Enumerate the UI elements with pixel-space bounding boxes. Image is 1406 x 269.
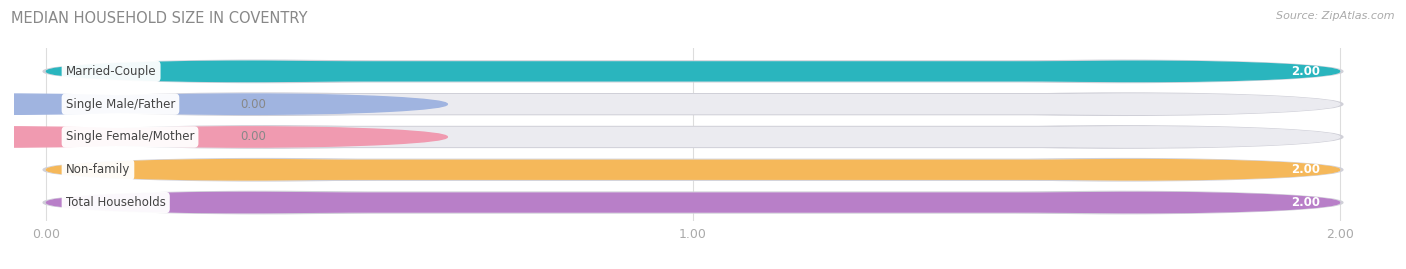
FancyBboxPatch shape	[247, 192, 1139, 213]
Text: Married-Couple: Married-Couple	[66, 65, 156, 78]
Circle shape	[903, 159, 1343, 181]
Circle shape	[46, 94, 447, 114]
FancyBboxPatch shape	[263, 93, 1123, 115]
Text: Single Male/Father: Single Male/Father	[66, 98, 176, 111]
Text: 2.00: 2.00	[1291, 196, 1320, 209]
Circle shape	[46, 127, 447, 147]
Circle shape	[939, 160, 1340, 180]
Text: Single Female/Mother: Single Female/Mother	[66, 130, 194, 143]
Circle shape	[46, 192, 447, 213]
Circle shape	[46, 192, 447, 213]
FancyBboxPatch shape	[263, 126, 1123, 148]
Text: 0.00: 0.00	[240, 98, 266, 111]
FancyBboxPatch shape	[263, 60, 1123, 83]
Text: 2.00: 2.00	[1291, 163, 1320, 176]
Circle shape	[46, 61, 447, 82]
Circle shape	[44, 192, 482, 214]
Circle shape	[939, 192, 1340, 213]
Circle shape	[0, 94, 201, 114]
FancyBboxPatch shape	[247, 61, 1139, 82]
Circle shape	[939, 94, 1340, 114]
FancyBboxPatch shape	[247, 160, 1139, 180]
Circle shape	[939, 160, 1340, 180]
Circle shape	[44, 60, 482, 83]
FancyBboxPatch shape	[247, 94, 1139, 114]
Circle shape	[46, 61, 447, 82]
Circle shape	[46, 160, 447, 180]
Text: MEDIAN HOUSEHOLD SIZE IN COVENTRY: MEDIAN HOUSEHOLD SIZE IN COVENTRY	[11, 11, 308, 26]
FancyBboxPatch shape	[263, 159, 1123, 181]
Text: Source: ZipAtlas.com: Source: ZipAtlas.com	[1277, 11, 1395, 21]
Text: 0.00: 0.00	[240, 130, 266, 143]
FancyBboxPatch shape	[247, 192, 1139, 213]
Circle shape	[46, 127, 447, 147]
FancyBboxPatch shape	[247, 61, 1139, 82]
FancyBboxPatch shape	[263, 192, 1123, 214]
Text: Total Households: Total Households	[66, 196, 166, 209]
Circle shape	[939, 192, 1340, 213]
Circle shape	[44, 126, 482, 148]
Text: Non-family: Non-family	[66, 163, 131, 176]
Circle shape	[903, 192, 1343, 214]
Circle shape	[46, 94, 447, 114]
Circle shape	[44, 159, 482, 181]
FancyBboxPatch shape	[247, 127, 1139, 147]
Circle shape	[939, 127, 1340, 147]
Circle shape	[903, 60, 1343, 83]
Circle shape	[939, 61, 1340, 82]
FancyBboxPatch shape	[247, 160, 1139, 180]
Circle shape	[939, 61, 1340, 82]
Circle shape	[44, 93, 482, 115]
Circle shape	[903, 126, 1343, 148]
Circle shape	[46, 160, 447, 180]
Text: 2.00: 2.00	[1291, 65, 1320, 78]
Circle shape	[0, 127, 201, 147]
Circle shape	[903, 93, 1343, 115]
